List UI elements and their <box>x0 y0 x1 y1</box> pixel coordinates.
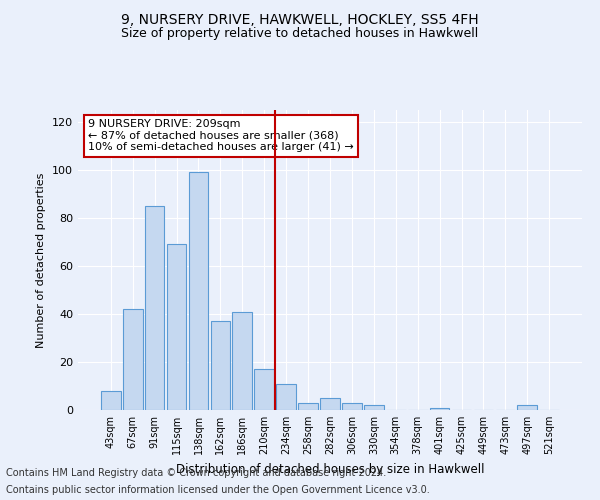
Bar <box>517 405 537 410</box>
Bar <box>254 369 274 410</box>
Text: 9, NURSERY DRIVE, HAWKWELL, HOCKLEY, SS5 4FH: 9, NURSERY DRIVE, HAWKWELL, HOCKLEY, SS5… <box>121 12 479 26</box>
Bar <box>430 408 449 410</box>
Bar <box>188 172 208 410</box>
Text: Contains public sector information licensed under the Open Government Licence v3: Contains public sector information licen… <box>6 485 430 495</box>
X-axis label: Distribution of detached houses by size in Hawkwell: Distribution of detached houses by size … <box>176 462 484 475</box>
Bar <box>167 244 187 410</box>
Bar <box>276 384 296 410</box>
Bar <box>101 391 121 410</box>
Bar <box>320 398 340 410</box>
Text: 9 NURSERY DRIVE: 209sqm
← 87% of detached houses are smaller (368)
10% of semi-d: 9 NURSERY DRIVE: 209sqm ← 87% of detache… <box>88 119 354 152</box>
Y-axis label: Number of detached properties: Number of detached properties <box>37 172 46 348</box>
Text: Size of property relative to detached houses in Hawkwell: Size of property relative to detached ho… <box>121 28 479 40</box>
Bar <box>123 309 143 410</box>
Bar <box>145 206 164 410</box>
Bar <box>364 405 384 410</box>
Bar <box>298 403 318 410</box>
Text: Contains HM Land Registry data © Crown copyright and database right 2024.: Contains HM Land Registry data © Crown c… <box>6 468 386 477</box>
Bar <box>232 312 252 410</box>
Bar <box>211 321 230 410</box>
Bar <box>342 403 362 410</box>
